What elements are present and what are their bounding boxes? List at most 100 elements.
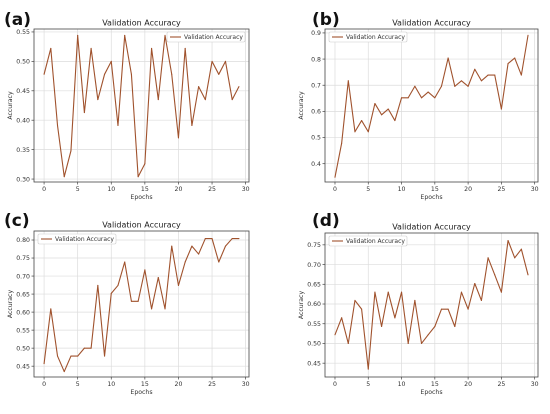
x-tick-label: 30 xyxy=(531,381,539,388)
x-tick-label: 25 xyxy=(208,186,216,193)
x-axis-label: Epochs xyxy=(130,389,152,396)
x-tick-label: 15 xyxy=(141,186,149,193)
data-point xyxy=(157,99,159,101)
data-point xyxy=(440,308,443,310)
data-point xyxy=(427,91,429,93)
x-tick-label: 30 xyxy=(242,186,250,193)
x-tick-label: 25 xyxy=(208,381,216,388)
data-point xyxy=(367,131,369,133)
plot-frame xyxy=(33,230,250,378)
chart-title: Validation Accuracy xyxy=(392,19,471,28)
data-point xyxy=(400,291,403,293)
data-point xyxy=(151,308,153,310)
data-point xyxy=(144,269,146,271)
data-point xyxy=(480,80,482,82)
panel-label-d: (d) xyxy=(312,211,340,231)
data-point xyxy=(97,99,99,101)
data-point xyxy=(381,114,383,116)
data-point xyxy=(434,97,436,99)
data-point xyxy=(434,325,436,328)
data-point xyxy=(341,142,343,144)
x-tick-label: 0 xyxy=(42,186,46,193)
data-point xyxy=(218,261,220,263)
data-point xyxy=(164,308,166,310)
series-line xyxy=(43,238,239,373)
data-point xyxy=(63,371,65,373)
data-point xyxy=(341,317,343,319)
x-tick-label: 0 xyxy=(333,186,337,193)
data-point xyxy=(110,60,112,62)
data-point xyxy=(70,150,72,152)
legend-box xyxy=(328,235,408,247)
data-point xyxy=(394,317,396,319)
data-point xyxy=(56,124,59,127)
data-point xyxy=(507,62,509,65)
data-point xyxy=(467,308,469,310)
data-point xyxy=(90,347,92,349)
data-point xyxy=(354,131,356,133)
data-point xyxy=(177,137,180,139)
x-tick-label: 15 xyxy=(141,381,149,388)
y-tick-label: 0.4 xyxy=(311,161,321,168)
data-point xyxy=(361,119,363,122)
data-point xyxy=(527,34,529,36)
data-point xyxy=(110,292,112,294)
y-tick-label: 0.65 xyxy=(307,281,321,288)
x-tick-label: 0 xyxy=(42,381,46,388)
data-point xyxy=(83,347,85,349)
data-point xyxy=(231,238,233,240)
series-line xyxy=(43,34,240,178)
y-tick-label: 0.40 xyxy=(16,117,30,124)
data-point xyxy=(144,163,146,165)
data-point xyxy=(494,74,496,76)
data-point xyxy=(117,284,119,286)
y-tick-label: 0.50 xyxy=(307,341,321,348)
x-tick-label: 5 xyxy=(366,381,370,388)
x-tick-label: 5 xyxy=(76,381,80,388)
data-point xyxy=(367,368,369,370)
legend-label: Validation Accuracy xyxy=(346,34,405,41)
data-point xyxy=(137,300,139,302)
x-tick-label: 20 xyxy=(175,381,183,388)
y-tick-label: 0.60 xyxy=(16,309,30,316)
data-point xyxy=(374,291,376,293)
data-point xyxy=(361,308,363,310)
x-axis-label: Epochs xyxy=(420,194,442,201)
legend-label: Validation Accuracy xyxy=(55,236,114,243)
data-point xyxy=(184,47,186,49)
y-tick-label: 0.75 xyxy=(16,255,30,262)
chart-title: Validation Accuracy xyxy=(102,19,181,28)
y-tick-label: 0.45 xyxy=(16,88,30,95)
x-tick-label: 5 xyxy=(366,186,370,193)
y-tick-label: 0.50 xyxy=(16,345,30,352)
data-point xyxy=(480,299,482,302)
x-tick-label: 30 xyxy=(242,381,250,388)
panel-label-b: (b) xyxy=(312,10,340,30)
data-point xyxy=(204,99,206,101)
data-point xyxy=(420,97,423,99)
data-point xyxy=(117,124,119,127)
data-point xyxy=(347,342,349,345)
x-tick-label: 25 xyxy=(497,186,505,193)
x-tick-label: 20 xyxy=(175,186,183,193)
data-point xyxy=(211,60,213,62)
series-line xyxy=(334,35,529,178)
data-point xyxy=(507,239,509,242)
y-tick-label: 0.60 xyxy=(307,301,321,308)
data-point xyxy=(520,248,522,250)
data-point xyxy=(494,274,496,276)
x-tick-label: 30 xyxy=(531,186,539,193)
data-point xyxy=(374,102,376,105)
y-tick-label: 0.35 xyxy=(16,147,30,154)
data-point xyxy=(487,257,489,259)
data-point xyxy=(63,176,65,178)
y-tick-label: 0.55 xyxy=(16,327,30,334)
x-tick-label: 15 xyxy=(431,381,439,388)
legend-label: Validation Accuracy xyxy=(184,34,243,41)
chart-panel-3: 0 5 10 15 20 25 30 0.45 0.50 0.55 0.60 0.65 0.70 0.75… xyxy=(298,223,539,397)
data-point xyxy=(70,355,72,357)
x-axis-label: Epochs xyxy=(130,194,152,201)
data-point xyxy=(184,261,186,263)
data-point xyxy=(198,86,200,88)
data-point xyxy=(474,68,476,70)
